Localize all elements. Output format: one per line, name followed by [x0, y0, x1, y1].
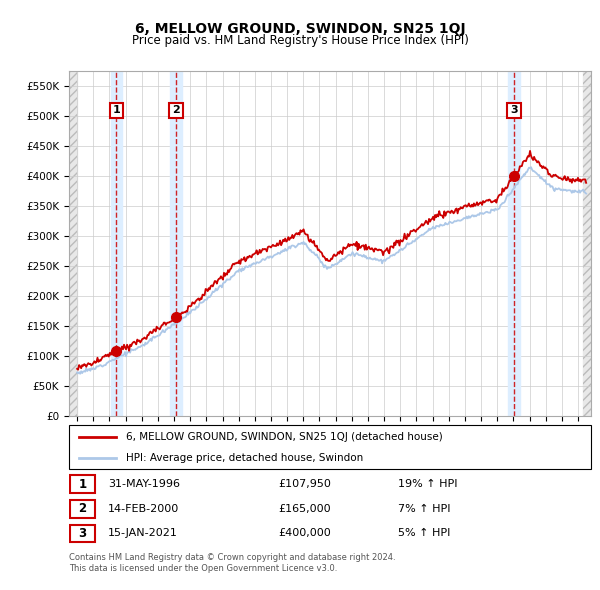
- Text: 5% ↑ HPI: 5% ↑ HPI: [398, 529, 450, 539]
- Text: £400,000: £400,000: [278, 529, 331, 539]
- Text: This data is licensed under the Open Government Licence v3.0.: This data is licensed under the Open Gov…: [69, 565, 337, 573]
- Text: 3: 3: [510, 106, 518, 116]
- Bar: [583, 71, 591, 416]
- Text: £165,000: £165,000: [278, 504, 331, 514]
- Text: 31-MAY-1996: 31-MAY-1996: [108, 479, 180, 489]
- Bar: [170, 71, 182, 416]
- Text: 1: 1: [79, 478, 86, 491]
- Text: Contains HM Land Registry data © Crown copyright and database right 2024.: Contains HM Land Registry data © Crown c…: [69, 553, 395, 562]
- Text: 14-FEB-2000: 14-FEB-2000: [108, 504, 179, 514]
- Text: 15-JAN-2021: 15-JAN-2021: [108, 529, 178, 539]
- Text: 1: 1: [112, 106, 120, 116]
- Text: 19% ↑ HPI: 19% ↑ HPI: [398, 479, 457, 489]
- Text: 2: 2: [172, 106, 180, 116]
- Bar: [69, 71, 77, 416]
- FancyBboxPatch shape: [69, 425, 591, 469]
- Text: 2: 2: [79, 502, 86, 516]
- FancyBboxPatch shape: [70, 500, 95, 518]
- Bar: [110, 71, 122, 416]
- Text: Price paid vs. HM Land Registry's House Price Index (HPI): Price paid vs. HM Land Registry's House …: [131, 34, 469, 47]
- Bar: [508, 71, 520, 416]
- Text: HPI: Average price, detached house, Swindon: HPI: Average price, detached house, Swin…: [127, 453, 364, 463]
- Text: 6, MELLOW GROUND, SWINDON, SN25 1QJ: 6, MELLOW GROUND, SWINDON, SN25 1QJ: [134, 22, 466, 36]
- FancyBboxPatch shape: [70, 476, 95, 493]
- Text: 7% ↑ HPI: 7% ↑ HPI: [398, 504, 451, 514]
- Text: 3: 3: [79, 527, 86, 540]
- Text: £107,950: £107,950: [278, 479, 331, 489]
- FancyBboxPatch shape: [70, 525, 95, 542]
- Text: 6, MELLOW GROUND, SWINDON, SN25 1QJ (detached house): 6, MELLOW GROUND, SWINDON, SN25 1QJ (det…: [127, 432, 443, 442]
